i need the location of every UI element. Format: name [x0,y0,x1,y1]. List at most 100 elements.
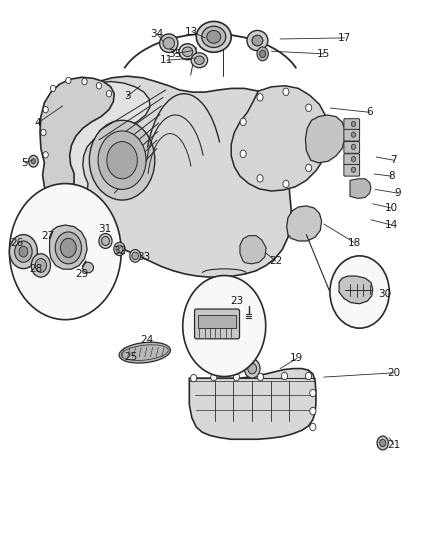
Text: 8: 8 [388,171,395,181]
Text: 21: 21 [387,440,400,450]
Circle shape [60,238,76,257]
Text: 34: 34 [150,29,164,39]
Circle shape [233,373,240,381]
Circle shape [96,83,102,89]
Circle shape [66,77,71,84]
Text: 23: 23 [230,296,243,306]
Polygon shape [68,76,297,277]
FancyBboxPatch shape [344,130,360,141]
Polygon shape [350,179,371,198]
Text: 17: 17 [338,33,351,43]
Text: 18: 18 [348,238,361,247]
Text: 9: 9 [395,188,401,198]
Circle shape [89,120,155,200]
Text: 13: 13 [185,27,198,37]
Circle shape [43,152,48,158]
Circle shape [10,183,121,320]
Circle shape [351,144,356,150]
FancyBboxPatch shape [194,309,240,339]
Text: 15: 15 [317,49,330,59]
Circle shape [258,373,264,381]
Circle shape [380,439,386,447]
Polygon shape [231,86,329,191]
Text: 30: 30 [378,289,392,299]
Text: 11: 11 [160,55,173,65]
Text: 7: 7 [390,155,397,165]
Text: 29: 29 [75,270,88,279]
FancyBboxPatch shape [344,165,360,176]
Text: 3: 3 [124,91,131,101]
Text: 10: 10 [385,203,398,213]
Ellipse shape [252,35,263,46]
Text: 33: 33 [137,252,151,262]
Polygon shape [49,225,87,269]
Circle shape [306,104,312,111]
Text: 20: 20 [387,368,400,378]
Polygon shape [287,206,321,241]
Text: 26: 26 [11,238,24,247]
Circle shape [55,232,81,264]
Text: 31: 31 [98,224,111,235]
FancyBboxPatch shape [344,142,360,154]
Circle shape [314,134,321,142]
Circle shape [82,78,87,85]
Polygon shape [65,82,150,201]
Text: 28: 28 [29,264,42,274]
Ellipse shape [114,243,125,256]
Circle shape [305,372,311,379]
Circle shape [257,94,263,101]
Circle shape [191,374,197,382]
Circle shape [377,436,389,450]
Circle shape [306,164,312,172]
Circle shape [310,389,316,397]
Circle shape [257,175,263,182]
FancyBboxPatch shape [344,119,360,131]
Polygon shape [240,236,266,264]
Ellipse shape [191,53,208,68]
Circle shape [35,259,46,272]
Circle shape [41,130,46,136]
Ellipse shape [179,44,196,60]
Ellipse shape [202,26,226,47]
Ellipse shape [163,37,174,49]
Circle shape [240,118,246,126]
Text: 35: 35 [168,49,181,59]
Circle shape [351,167,356,172]
Ellipse shape [82,262,93,273]
Circle shape [330,256,389,328]
Circle shape [106,91,112,97]
Ellipse shape [119,342,170,363]
Circle shape [351,122,356,127]
Ellipse shape [159,34,178,53]
Ellipse shape [132,252,138,260]
Circle shape [351,132,356,138]
Circle shape [240,150,246,158]
Ellipse shape [116,245,123,253]
Text: 22: 22 [269,256,283,266]
Circle shape [310,423,316,431]
Circle shape [31,159,35,164]
Circle shape [19,246,28,257]
Circle shape [211,373,217,381]
Circle shape [283,88,289,95]
Ellipse shape [247,30,268,51]
Circle shape [248,364,257,374]
Circle shape [183,276,266,376]
Circle shape [50,85,56,92]
Circle shape [14,241,32,262]
Text: 24: 24 [140,335,154,345]
Text: 14: 14 [385,220,398,230]
Bar [198,315,236,328]
Text: 6: 6 [366,107,373,117]
Ellipse shape [102,237,110,246]
Circle shape [107,142,138,179]
Text: 5: 5 [21,158,28,168]
Text: 32: 32 [113,246,126,255]
Ellipse shape [196,21,231,52]
Circle shape [244,359,260,378]
FancyBboxPatch shape [344,154,360,165]
Circle shape [351,157,356,162]
Circle shape [283,180,289,188]
Circle shape [43,107,48,113]
Circle shape [310,407,316,415]
